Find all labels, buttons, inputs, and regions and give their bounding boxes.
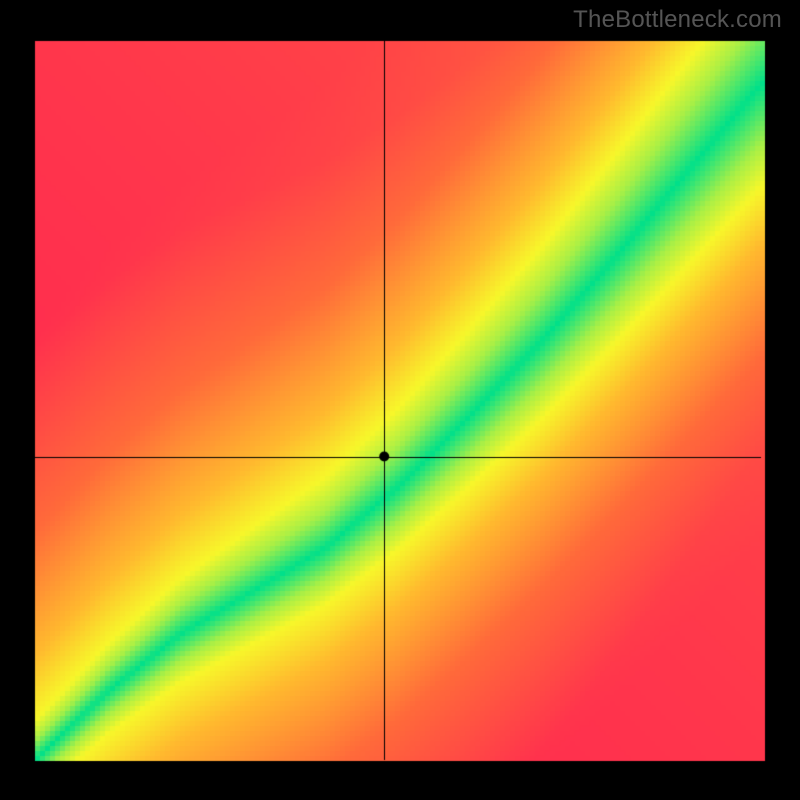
chart-container: TheBottleneck.com — [0, 0, 800, 800]
watermark-text: TheBottleneck.com — [573, 6, 782, 34]
heatmap-canvas — [0, 0, 800, 800]
